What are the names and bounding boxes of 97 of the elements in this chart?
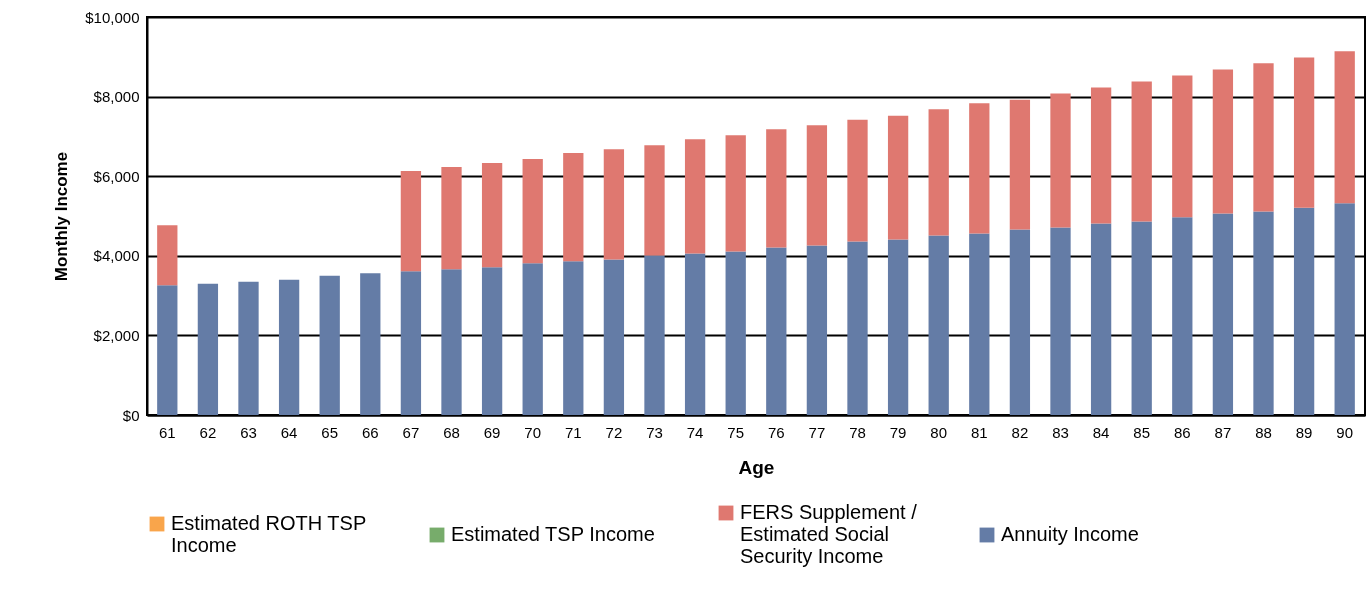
bar [644,145,665,256]
bar [847,119,868,242]
bar [563,153,584,262]
x-tick-label: 78 [849,423,866,441]
bar [157,285,178,415]
x-tick-label: 86 [1173,423,1191,441]
bar [157,225,178,286]
bar [1009,229,1031,415]
x-tick-label: 88 [1255,423,1272,441]
bar [441,167,462,270]
x-tick-label: 72 [605,423,623,441]
bar [441,269,462,415]
bar [319,275,340,415]
bar [522,159,543,264]
x-tick-label: 83 [1052,423,1069,441]
y-tick-label: $0 [122,406,140,424]
bar [1050,93,1071,228]
bar [481,267,503,415]
x-tick-label: 70 [524,423,542,441]
bar [400,171,422,272]
x-tick-label: 80 [930,423,948,441]
bar [1131,221,1152,415]
x-tick-label: 84 [1092,423,1110,441]
bar [1009,99,1031,230]
bar [400,271,422,415]
x-tick-label: 81 [970,423,988,441]
bar [887,239,909,415]
bar [1334,51,1355,204]
bar [969,233,990,415]
bar [928,235,949,415]
x-tick-label: 61 [158,423,176,441]
x-tick-label: 64 [280,423,298,441]
x-tick-label: 74 [686,423,704,441]
bar [1090,87,1112,224]
x-tick-label: 69 [483,423,501,441]
x-tick-label: 75 [727,423,745,441]
bar [1131,81,1152,222]
bar [806,245,828,415]
bar [684,139,706,254]
x-tick-label: 68 [443,423,460,441]
y-tick-label: $8,000 [93,88,140,106]
bar [847,241,868,415]
bar [481,163,503,268]
bar [1293,57,1315,208]
bar [766,129,787,248]
bar [1253,211,1274,415]
bar [563,261,584,415]
bar [1253,63,1274,212]
x-tick-label: 63 [240,423,257,441]
y-tick-label: $2,000 [93,326,140,344]
bar [238,281,259,415]
legend-label: Estimated ROTH TSP Income [171,512,367,556]
bar [522,263,543,415]
x-tick-label: 79 [889,423,907,441]
bar [684,253,706,415]
bar [360,273,381,415]
bar [278,279,300,415]
x-tick-label: 89 [1295,423,1313,441]
bar [603,149,625,260]
y-tick-label: $10,000 [85,8,140,26]
bar [1090,223,1112,415]
x-tick-label: 73 [646,423,663,441]
legend-label: Estimated TSP Income [451,523,655,545]
x-tick-label: 71 [564,423,582,441]
y-tick-label: $6,000 [93,167,140,185]
x-axis-title: Age [738,456,775,478]
bar [603,259,625,415]
x-tick-label: 66 [361,423,379,441]
legend-label: Annuity Income [1001,523,1139,545]
legend-label: FERS Supplement / Estimated Social Security Income [740,501,918,567]
bar [887,115,909,240]
bar [1293,207,1315,415]
y-axis-title: Monthly Income [52,151,72,282]
bar [928,109,949,236]
bar [1050,227,1071,415]
bar [1212,213,1234,415]
bar [969,103,990,234]
bar [644,255,665,415]
x-tick-label: 67 [402,423,420,441]
bar [806,125,828,246]
x-tick-label: 77 [808,423,826,441]
bar [197,283,219,415]
x-tick-label: 90 [1336,423,1354,441]
x-tick-label: 85 [1133,423,1151,441]
bar [1212,69,1234,214]
x-tick-label: 76 [767,423,785,441]
bar [1334,203,1355,415]
bar [1172,217,1193,415]
y-tick-label: $4,000 [93,247,140,265]
x-tick-label: 87 [1214,423,1232,441]
x-tick-label: 65 [321,423,339,441]
bar [725,251,746,415]
bar [766,247,787,415]
x-tick-label: 82 [1011,423,1029,441]
x-tick-label: 62 [199,423,217,441]
bar [1172,75,1193,218]
bar [725,135,746,252]
